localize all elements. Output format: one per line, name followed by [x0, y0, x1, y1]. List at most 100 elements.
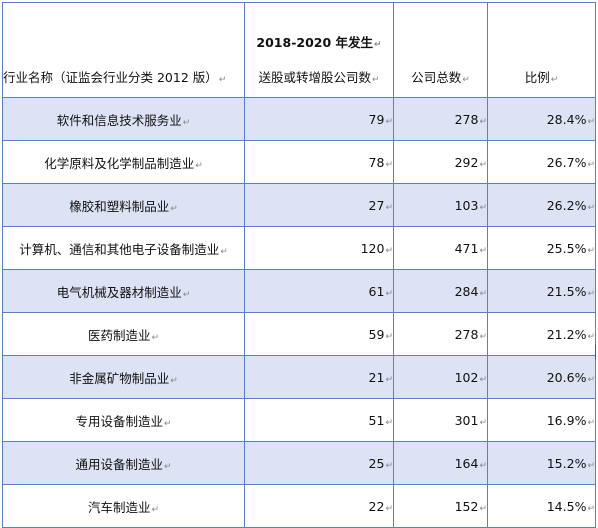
header-row: 行业名称（证监会行业分类 2012 版）↵ 2018-2020 年发生↵ 送股或转… — [2, 2, 596, 98]
paragraph-mark: ↵ — [218, 75, 227, 85]
table-row: 汽车制造业↵ 22↵ 152↵ 14.5%↵ — [2, 484, 596, 528]
table-row: 医药制造业↵ 59↵ 278↵ 21.2%↵ — [2, 312, 596, 356]
count-cell[interactable]: 51↵ — [244, 398, 394, 442]
industry-name-cell[interactable]: 通用设备制造业↵ — [2, 441, 245, 485]
paragraph-mark: ↵ — [587, 202, 595, 213]
total-cell-text: 102 — [454, 369, 479, 385]
industry-name-cell-text: 化学原料及化学制品制造业 — [44, 155, 195, 171]
count-cell[interactable]: 79↵ — [244, 97, 394, 141]
ratio-cell[interactable]: 21.5%↵ — [487, 269, 596, 313]
total-cell-text: 284 — [454, 283, 479, 299]
industry-name-cell[interactable]: 化学原料及化学制品制造业↵ — [2, 140, 245, 184]
header-count[interactable]: 2018-2020 年发生↵ 送股或转增股公司数↵ — [244, 2, 394, 98]
ratio-cell[interactable]: 25.5%↵ — [487, 226, 596, 270]
ratio-cell-text: 20.6% — [546, 369, 587, 385]
industry-name-cell[interactable]: 橡胶和塑料制品业↵ — [2, 183, 245, 227]
total-cell[interactable]: 152↵ — [393, 484, 488, 528]
header-ratio[interactable]: 比例↵ — [487, 2, 596, 98]
industry-name-cell-text: 医药制造业 — [87, 327, 151, 343]
header-industry-text: 行业名称（证监会行业分类 2012 版） — [3, 70, 218, 85]
header-total-text: 公司总数 — [411, 70, 462, 85]
count-cell-text: 59 — [368, 326, 385, 342]
total-cell[interactable]: 292↵ — [393, 140, 488, 184]
industry-name-cell[interactable]: 电气机械及器材制造业↵ — [2, 269, 245, 313]
paragraph-mark: ↵ — [182, 289, 191, 300]
industry-name-cell[interactable]: 软件和信息技术服务业↵ — [2, 97, 245, 141]
paragraph-mark: ↵ — [151, 504, 160, 515]
paragraph-mark: ↵ — [479, 159, 487, 170]
table-row: 橡胶和塑料制品业↵ 27↵ 103↵ 26.2%↵ — [2, 183, 596, 227]
industry-name-cell-text: 专用设备制造业 — [75, 413, 163, 429]
header-count-line1-text: 2018-2020 年发生 — [256, 35, 374, 50]
total-cell[interactable]: 164↵ — [393, 441, 488, 485]
paragraph-mark: ↵ — [587, 374, 595, 385]
industry-name-cell[interactable]: 医药制造业↵ — [2, 312, 245, 356]
total-cell-text: 278 — [454, 326, 479, 342]
paragraph-mark: ↵ — [385, 503, 393, 514]
ratio-cell[interactable]: 26.7%↵ — [487, 140, 596, 184]
paragraph-mark: ↵ — [385, 202, 393, 213]
paragraph-mark: ↵ — [385, 417, 393, 428]
total-cell[interactable]: 284↵ — [393, 269, 488, 313]
paragraph-mark: ↵ — [170, 203, 178, 214]
paragraph-mark: ↵ — [385, 116, 393, 127]
table-row: 化学原料及化学制品制造业↵ 78↵ 292↵ 26.7%↵ — [2, 140, 596, 184]
total-cell-text: 292 — [454, 154, 479, 170]
count-cell[interactable]: 59↵ — [244, 312, 394, 356]
table-row: 软件和信息技术服务业↵ 79↵ 278↵ 28.4%↵ — [2, 97, 596, 141]
industry-name-cell[interactable]: 专用设备制造业↵ — [2, 398, 245, 442]
industry-name-cell-text: 橡胶和塑料制品业 — [69, 198, 170, 214]
industry-name-cell-text: 通用设备制造业 — [75, 456, 163, 472]
total-cell[interactable]: 278↵ — [393, 97, 488, 141]
count-cell[interactable]: 27↵ — [244, 183, 394, 227]
industry-name-cell[interactable]: 非金属矿物制品业↵ — [2, 355, 245, 399]
paragraph-mark: ↵ — [374, 40, 382, 50]
ratio-cell[interactable]: 21.2%↵ — [487, 312, 596, 356]
industry-name-cell[interactable]: 汽车制造业↵ — [2, 484, 245, 528]
paragraph-mark: ↵ — [479, 331, 487, 342]
paragraph-mark: ↵ — [587, 417, 595, 428]
count-cell[interactable]: 25↵ — [244, 441, 394, 485]
paragraph-mark: ↵ — [371, 75, 380, 85]
paragraph-mark: ↵ — [385, 288, 393, 299]
paragraph-mark: ↵ — [163, 418, 172, 429]
industry-name-cell-text: 非金属矿物制品业 — [69, 370, 170, 386]
paragraph-mark: ↵ — [587, 288, 595, 299]
count-cell[interactable]: 21↵ — [244, 355, 394, 399]
total-cell-text: 471 — [454, 240, 479, 256]
count-cell[interactable]: 120↵ — [244, 226, 394, 270]
total-cell[interactable]: 301↵ — [393, 398, 488, 442]
count-cell-text: 78 — [368, 154, 385, 170]
ratio-cell-text: 15.2% — [546, 455, 587, 471]
count-cell-text: 27 — [368, 197, 385, 213]
ratio-cell-text: 16.9% — [546, 412, 587, 428]
paragraph-mark: ↵ — [385, 460, 393, 471]
text-cursor — [595, 345, 596, 359]
count-cell[interactable]: 22↵ — [244, 484, 394, 528]
paragraph-mark: ↵ — [587, 116, 595, 127]
ratio-cell[interactable]: 14.5%↵ — [487, 484, 596, 528]
ratio-cell[interactable]: 26.2%↵ — [487, 183, 596, 227]
ratio-cell[interactable]: 15.2%↵ — [487, 441, 596, 485]
total-cell-text: 301 — [454, 412, 479, 428]
header-total[interactable]: 公司总数↵ — [393, 2, 488, 98]
ratio-cell[interactable]: 28.4%↵ — [487, 97, 596, 141]
total-cell[interactable]: 471↵ — [393, 226, 488, 270]
header-industry[interactable]: 行业名称（证监会行业分类 2012 版）↵ — [2, 2, 245, 98]
count-cell[interactable]: 61↵ — [244, 269, 394, 313]
ratio-cell[interactable]: 20.6%↵ — [487, 355, 596, 399]
count-cell-text: 120 — [360, 240, 385, 256]
header-ratio-text: 比例 — [524, 70, 550, 85]
total-cell[interactable]: 278↵ — [393, 312, 488, 356]
industry-name-cell-text: 汽车制造业 — [87, 499, 151, 515]
ratio-cell[interactable]: 16.9%↵ — [487, 398, 596, 442]
ratio-cell-text: 14.5% — [546, 498, 587, 514]
table-row: 专用设备制造业↵ 51↵ 301↵ 16.9%↵ — [2, 398, 596, 442]
table-row: 计算机、通信和其他电子设备制造业↵ 120↵ 471↵ 25.5%↵ — [2, 226, 596, 270]
total-cell[interactable]: 102↵ — [393, 355, 488, 399]
industry-name-cell[interactable]: 计算机、通信和其他电子设备制造业↵ — [2, 226, 245, 270]
total-cell[interactable]: 103↵ — [393, 183, 488, 227]
count-cell[interactable]: 78↵ — [244, 140, 394, 184]
count-cell-text: 51 — [368, 412, 385, 428]
